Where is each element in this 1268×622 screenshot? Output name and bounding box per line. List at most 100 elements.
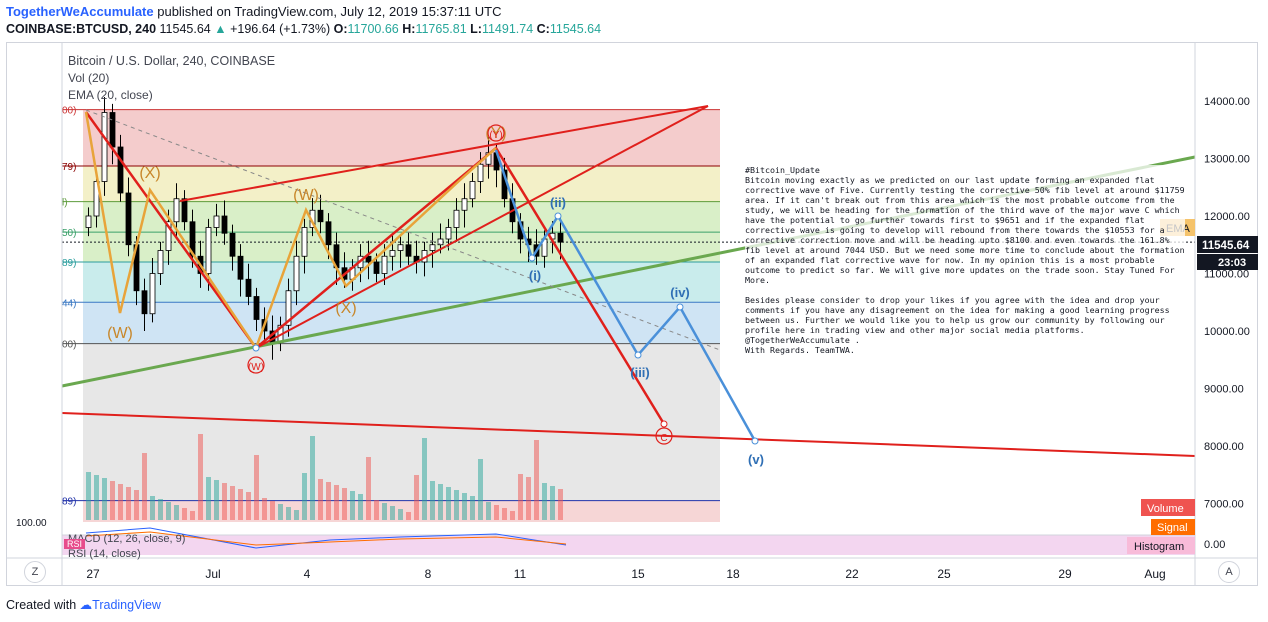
volume-bar-43: [430, 481, 435, 520]
fib-lines: 00) 79) l) 50) 89) 44) 00) 89): [62, 106, 720, 508]
countdown-badge: [1197, 254, 1258, 270]
candle-body-12: [181, 198, 188, 223]
publish-header: TogetherWeAccumulate published on Tradin…: [6, 4, 501, 19]
blue-label-1: (ii): [550, 195, 566, 210]
volume-bar-47: [462, 493, 467, 520]
tradingview-logo-icon[interactable]: ☁: [79, 598, 93, 612]
volume-bar-40: [406, 512, 411, 520]
volume-bar-21: [254, 455, 259, 520]
low-label: L:: [470, 22, 482, 36]
price-tick-5: 9000.00: [1204, 384, 1244, 396]
candle-body-21: [253, 296, 260, 320]
orange-label-1: (W): [107, 325, 133, 342]
red-label-ring-2: [655, 427, 673, 445]
red-wave-path: [84, 111, 666, 425]
volume-bar-6: [134, 490, 139, 520]
volume-bar-25: [286, 507, 291, 520]
candle-body-3: [109, 112, 116, 148]
wave-labels: (X)(W)(W)(X)(Y)(W)(Y)C(i)(ii)(iii)(iv)(v…: [107, 124, 764, 467]
candle-body-36: [373, 261, 380, 274]
red-label-1: (Y): [489, 130, 502, 141]
candle-body-15: [205, 227, 212, 274]
volume-bar-56: [534, 440, 539, 520]
high-value: 11765.81: [415, 22, 467, 36]
high-label: H:: [402, 22, 416, 36]
fib-zone-1: [83, 165, 720, 202]
candle-body-16: [213, 215, 220, 228]
auto-scale-button[interactable]: A: [1218, 561, 1240, 583]
blue-label-4: (v): [748, 452, 764, 467]
volume-bar-27: [302, 473, 307, 520]
volume-bar-32: [342, 488, 347, 520]
candle-body-2: [101, 112, 108, 182]
time-tick-7: 22: [845, 567, 859, 581]
time-tick-6: 18: [726, 567, 740, 581]
candle-body-8: [149, 273, 156, 315]
wave-point-2: [634, 351, 642, 359]
macd-tick: 0.00: [1204, 539, 1225, 551]
price-tick-4: 10000.00: [1204, 326, 1250, 338]
volume-bar-36: [374, 500, 379, 520]
volume-bar-49: [478, 459, 483, 520]
candle-body-40: [405, 244, 412, 257]
blue-label-0: (i): [529, 268, 541, 283]
analysis-note: #Bitcoin_Update Bitcoin moving exactly a…: [745, 165, 1185, 355]
candle-body-49: [477, 163, 484, 182]
volume-bar-8: [150, 496, 155, 520]
volume-bar-42: [422, 438, 427, 520]
dashed-diagonal: [85, 109, 721, 351]
candle-body-29: [317, 209, 324, 223]
open-label: O:: [333, 22, 348, 36]
price-tick-3: 11000.00: [1204, 269, 1249, 281]
last-price-badge-text: 11545.64: [1202, 240, 1250, 252]
volume-bar-35: [366, 457, 371, 520]
candle-body-20: [245, 278, 252, 297]
candle-body-38: [389, 250, 396, 257]
wave-point-1: [554, 212, 562, 220]
fib-label-3: 50): [62, 228, 76, 239]
zoom-button[interactable]: Z: [24, 561, 46, 583]
left-tick: 100.00: [16, 518, 47, 529]
rsi-legend: RSI (14, close): [68, 548, 141, 560]
volume-bar-19: [238, 489, 243, 520]
time-tick-4: 11: [514, 567, 527, 581]
candle-body-30: [325, 221, 332, 246]
fib-label-0: 00): [62, 106, 76, 117]
blue-label-2: (iii): [630, 365, 650, 380]
candle-body-13: [189, 221, 196, 257]
time-tick-5: 15: [631, 567, 645, 581]
price-tick-2: 12000.00: [1204, 211, 1250, 223]
red-label-ring-1: [487, 124, 505, 142]
volume-bar-52: [502, 508, 507, 520]
time-tick-10: Aug: [1144, 567, 1165, 581]
macd-pane: [62, 535, 1195, 555]
time-tick-9: 29: [1058, 567, 1072, 581]
signal-line: [85, 531, 567, 546]
candle-body-27: [301, 227, 308, 257]
candle-body-43: [429, 244, 436, 251]
volume-bar-1: [94, 475, 99, 520]
histogram-badge: [1127, 537, 1195, 554]
candle-body-48: [469, 181, 476, 200]
volume-bar-33: [350, 491, 355, 520]
time-tick-1: Jul: [205, 567, 220, 581]
orange-label-4: (Y): [485, 125, 506, 142]
tradingview-brand[interactable]: TradingView: [92, 598, 161, 612]
red-label-2: C: [660, 433, 667, 444]
candle-body-4: [117, 146, 124, 194]
volume-bar-34: [358, 494, 363, 520]
candle-body-45: [445, 227, 452, 240]
wave-point-4: [751, 437, 759, 445]
volume-bar-9: [158, 499, 163, 520]
author-link[interactable]: TogetherWeAccumulate: [6, 4, 154, 19]
volume-bar-18: [230, 486, 235, 520]
candle-body-18: [229, 232, 236, 257]
last-price: 11545.64: [159, 22, 211, 36]
volume-bar-24: [278, 504, 283, 520]
candle-body-7: [141, 290, 148, 315]
fib-label-2: l): [62, 198, 68, 209]
volume-bar-59: [558, 489, 563, 520]
volume-bar-46: [454, 490, 459, 520]
volume-badge-text: Volume: [1147, 503, 1184, 515]
